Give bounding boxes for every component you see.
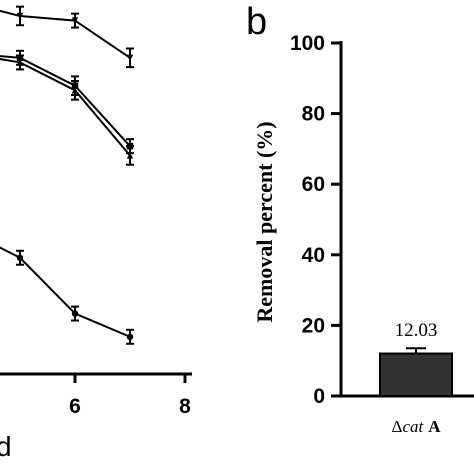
data-point (126, 333, 134, 340)
y-tick-label: 80 (302, 103, 325, 126)
data-point (71, 310, 79, 317)
line-series-group (0, 5, 134, 345)
bars-group: 12.03 (379, 320, 453, 397)
y-tick-label: 40 (302, 244, 325, 267)
bar-data-label: 12.03 (395, 320, 438, 341)
x-axis-label: d (0, 431, 12, 462)
data-point (16, 12, 24, 20)
x-tick-label: 8 (179, 395, 191, 418)
y-axis-ticks: 0 20 40 60 80 100 (290, 32, 341, 408)
data-point (16, 59, 24, 66)
data-point (71, 87, 79, 94)
y-tick-label: 100 (290, 32, 325, 55)
y-tick-label: 0 (313, 385, 325, 408)
x-tick-label: 6 (69, 395, 81, 418)
bar-chart-panel: b Removal percent (%) 0 20 40 60 80 100 12.03… (246, 1, 474, 436)
bar (379, 352, 453, 397)
data-point (126, 152, 134, 159)
panel-letter: b (246, 1, 267, 43)
y-tick-label: 60 (302, 173, 325, 196)
series-line (0, 246, 131, 338)
y-axis-label: Removal percent (%) (252, 121, 277, 322)
data-point (126, 54, 134, 61)
y-tick-label: 20 (302, 314, 325, 337)
category-label: Δcat A (392, 417, 442, 436)
data-point (16, 254, 24, 261)
data-point (71, 17, 79, 24)
